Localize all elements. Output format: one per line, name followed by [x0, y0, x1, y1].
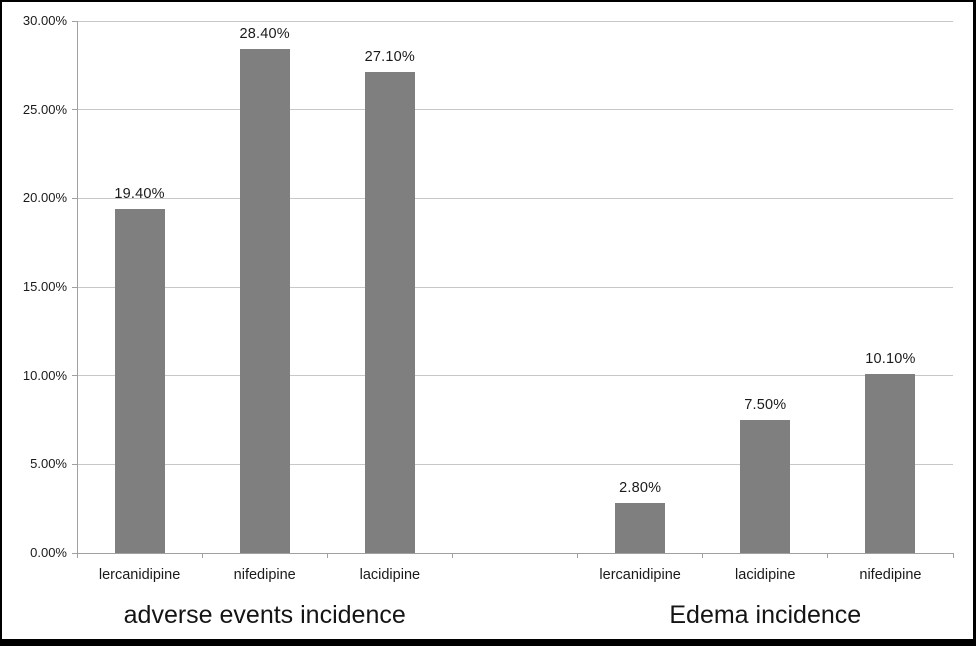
y-tick-label: 0.00% [30, 545, 67, 560]
category-label-lacidipine: lacidipine [735, 567, 796, 583]
y-axis-tick [72, 375, 77, 377]
y-axis-line [77, 21, 78, 554]
gridline-30 [77, 20, 953, 22]
bar-value-label: 28.40% [239, 26, 290, 43]
gridline-20 [77, 197, 953, 199]
category-label-lercanidipine: lercanidipine [599, 567, 681, 583]
bar-lercanidipine [114, 208, 165, 553]
bar-lacidipine [364, 72, 415, 553]
bar-nifedipine [865, 373, 916, 553]
category-label-nifedipine: nifedipine [233, 567, 296, 583]
category-label-lacidipine: lacidipine [359, 567, 421, 583]
x-axis-tick [577, 553, 579, 558]
bar-value-label: 19.40% [114, 185, 165, 202]
gridline-5 [77, 463, 953, 465]
bar-nifedipine [239, 49, 290, 553]
group-label-adverse-events: adverse events incidence [123, 601, 406, 629]
x-axis-tick [827, 553, 829, 558]
bar-value-label: 2.80% [619, 480, 662, 497]
x-axis-tick [451, 553, 453, 558]
x-axis-tick [201, 553, 203, 558]
bar-value-label: 27.10% [364, 49, 416, 66]
y-axis-tick [72, 197, 77, 199]
y-tick-label: 25.00% [22, 101, 67, 117]
group-label-edema: Edema incidence [669, 601, 862, 629]
x-axis-tick [76, 553, 78, 558]
bar-lacidipine [740, 420, 791, 553]
x-axis-tick [952, 553, 954, 558]
y-axis-tick [72, 109, 77, 111]
y-tick-label: 10.00% [22, 367, 67, 383]
bar-value-label: 7.50% [744, 397, 787, 413]
bar-value-label: 10.10% [865, 350, 916, 367]
bar-lercanidipine [615, 503, 666, 553]
x-axis-tick [702, 553, 704, 558]
y-axis-tick [72, 286, 77, 288]
gridline-25 [77, 109, 953, 111]
category-label-lercanidipine: lercanidipine [98, 567, 181, 583]
y-tick-label: 30.00% [22, 13, 67, 28]
y-tick-label: 20.00% [22, 190, 67, 206]
y-axis-tick [72, 463, 77, 465]
gridline-15 [77, 286, 953, 288]
category-label-nifedipine: nifedipine [859, 567, 922, 583]
x-axis-line [77, 553, 953, 554]
y-axis-tick [72, 552, 77, 554]
y-tick-label: 5.00% [30, 456, 67, 472]
x-axis-tick [326, 553, 328, 558]
y-axis-tick [72, 20, 77, 22]
y-tick-label: 15.00% [22, 279, 67, 294]
gridline-10 [77, 375, 953, 377]
